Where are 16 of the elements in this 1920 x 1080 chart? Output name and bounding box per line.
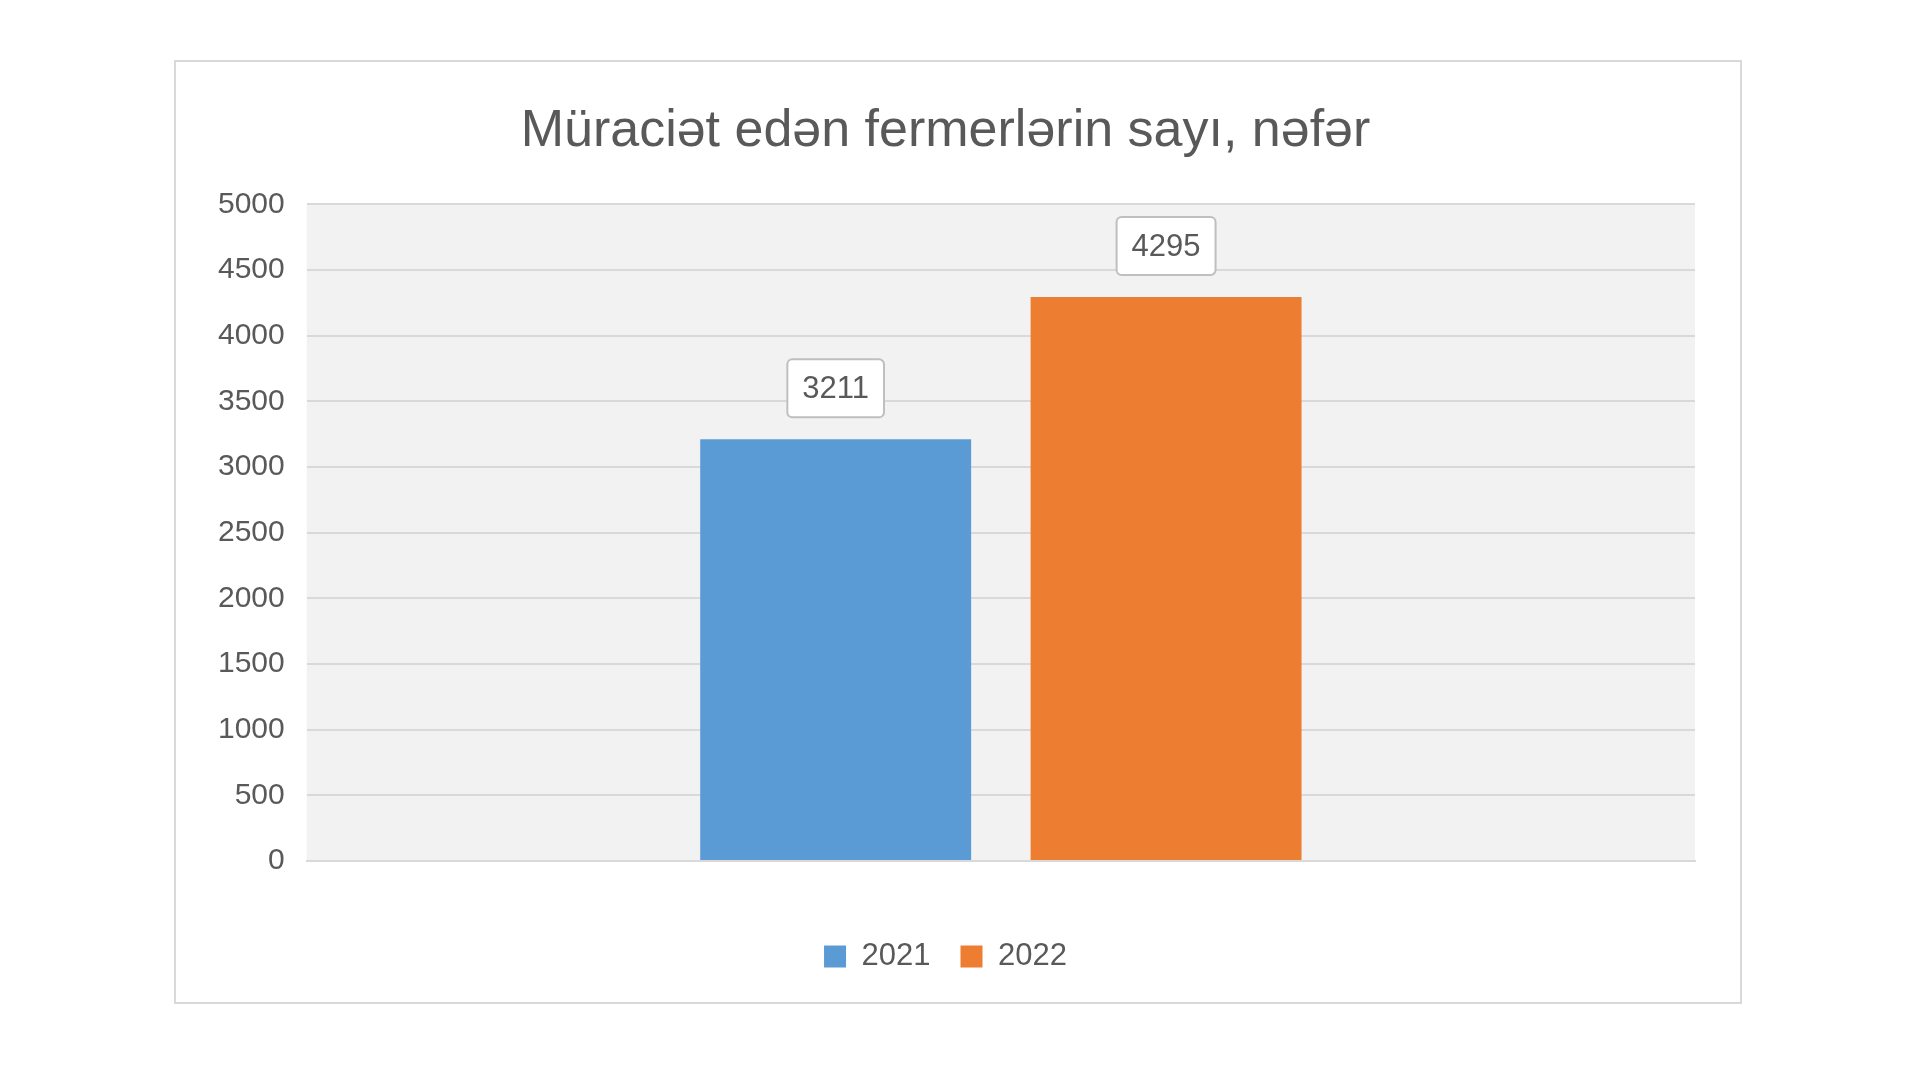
y-tick-label: 3000 [217, 448, 285, 482]
y-tick-label: 500 [234, 776, 285, 810]
y-tick-label: 2500 [217, 513, 285, 547]
legend-label: 2022 [998, 937, 1067, 973]
data-label: 3211 [802, 369, 869, 405]
y-tick-label: 4500 [217, 251, 285, 285]
legend-label: 2021 [861, 937, 931, 973]
y-tick-label: 1500 [217, 645, 285, 679]
y-tick-label: 0 [268, 842, 285, 876]
y-tick-label: 5000 [217, 185, 285, 219]
chart-title: Müraciət edən fermerlərin sayı, nəfər [520, 98, 1371, 157]
y-tick-label: 3500 [217, 382, 285, 416]
data-label: 4295 [1131, 227, 1201, 263]
y-tick-label: 1000 [217, 710, 285, 744]
y-tick-label: 2000 [217, 579, 285, 613]
y-tick-label: 4000 [217, 316, 285, 350]
